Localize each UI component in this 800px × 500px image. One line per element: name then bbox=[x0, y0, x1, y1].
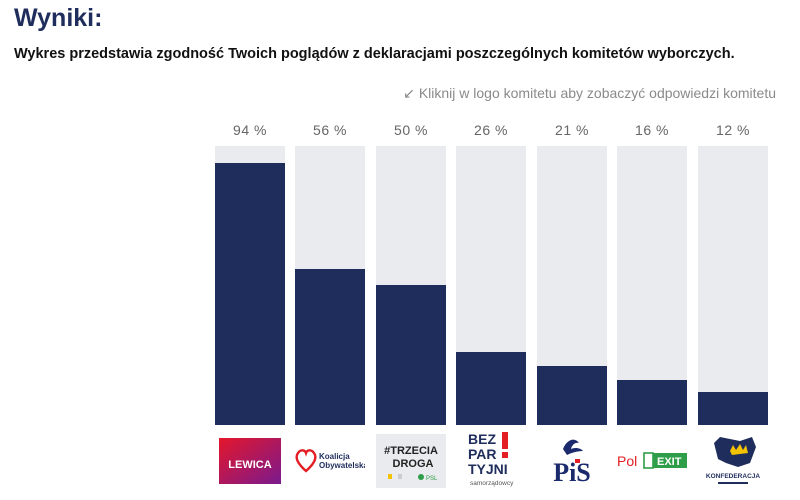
bar-pis bbox=[537, 366, 607, 425]
value-label-td: 50 % bbox=[394, 122, 428, 138]
value-label-polexit: 16 % bbox=[635, 122, 669, 138]
bp-logo-line2: PAR bbox=[468, 446, 497, 462]
value-label-ko: 56 % bbox=[313, 122, 347, 138]
bar-polexit bbox=[617, 380, 687, 425]
bar-bp bbox=[456, 352, 526, 425]
lewica-logo-icon: LEWICA bbox=[219, 438, 281, 484]
chart-description: Wykres przedstawia zgodność Twoich poglą… bbox=[14, 46, 735, 62]
logo-polexit-button[interactable]: Pol EXIT bbox=[617, 430, 687, 492]
lewica-logo-text: LEWICA bbox=[228, 459, 271, 471]
ko-logo-line1: Koalicja bbox=[319, 452, 350, 461]
bar-column-pis: 21 % PiS bbox=[537, 118, 607, 498]
polexit-logo-part2: EXIT bbox=[657, 456, 682, 468]
bar-td bbox=[376, 285, 446, 425]
td-logo-line1: #TRZECIA bbox=[384, 445, 438, 457]
hint-label: Kliknij w logo komitetu aby zobaczyć odp… bbox=[418, 85, 776, 101]
page-title: Wyniki: bbox=[14, 4, 103, 32]
hint-text: ↙ Kliknij w logo komitetu aby zobaczyć od… bbox=[403, 85, 776, 102]
arrow-down-left-icon: ↙ bbox=[403, 85, 415, 101]
bp-logo-line3: TYJNI bbox=[468, 461, 508, 477]
eagle-icon: PiS bbox=[553, 439, 591, 487]
bar-track-lewica bbox=[215, 146, 285, 425]
bar-track-ko bbox=[295, 146, 365, 425]
value-label-bp: 26 % bbox=[474, 122, 508, 138]
logo-konfederacja-button[interactable]: KONFEDERACJA bbox=[698, 430, 768, 492]
logo-bp-button[interactable]: BEZ PAR TYJNI samorządowcy bbox=[456, 430, 526, 492]
td-logo-psl: PSL bbox=[426, 476, 438, 482]
results-chart: 94 % LEWICA 56 % Koalicja Obywatelska 50… bbox=[215, 118, 770, 498]
bar-column-lewica: 94 % LEWICA bbox=[215, 118, 285, 498]
heart-icon: Koalicja Obywatelska bbox=[295, 449, 365, 473]
trzecia-droga-logo-icon: #TRZECIA DROGA PSL bbox=[376, 434, 446, 488]
bar-column-ko: 56 % Koalicja Obywatelska bbox=[295, 118, 365, 498]
bar-lewica bbox=[215, 163, 285, 425]
value-label-lewica: 94 % bbox=[233, 122, 267, 138]
logo-td-button[interactable]: #TRZECIA DROGA PSL bbox=[376, 430, 446, 492]
bp-logo-line4: samorządowcy bbox=[470, 480, 514, 487]
logo-ko-button[interactable]: Koalicja Obywatelska bbox=[295, 430, 365, 492]
bar-track-pis bbox=[537, 146, 607, 425]
bezpartyjni-logo-icon: BEZ PAR TYJNI samorządowcy bbox=[468, 431, 514, 487]
bar-column-konfederacja: 12 % KONFEDERACJA bbox=[698, 118, 768, 498]
logo-lewica-button[interactable]: LEWICA bbox=[215, 430, 285, 492]
value-label-konfederacja: 12 % bbox=[716, 122, 750, 138]
konf-logo-text: KONFEDERACJA bbox=[706, 473, 760, 480]
bar-column-polexit: 16 % Pol EXIT bbox=[617, 118, 687, 498]
bar-konfederacja bbox=[698, 392, 768, 425]
bar-track-td bbox=[376, 146, 446, 425]
bar-ko bbox=[295, 269, 365, 425]
bar-track-konfederacja bbox=[698, 146, 768, 425]
bar-column-bp: 26 % BEZ PAR TYJNI samorządowcy bbox=[456, 118, 526, 498]
polexit-logo-part1: Pol bbox=[617, 453, 637, 469]
bar-column-td: 50 % #TRZECIA DROGA PSL bbox=[376, 118, 446, 498]
value-label-pis: 21 % bbox=[555, 122, 589, 138]
polexit-logo-icon: Pol EXIT bbox=[617, 452, 687, 469]
logo-pis-button[interactable]: PiS bbox=[537, 430, 607, 492]
bar-track-polexit bbox=[617, 146, 687, 425]
bar-track-bp bbox=[456, 146, 526, 425]
pis-logo-text: PiS bbox=[553, 458, 591, 487]
ko-logo-line2: Obywatelska bbox=[319, 461, 365, 470]
crown-icon: KONFEDERACJA bbox=[706, 437, 760, 484]
bp-logo-line1: BEZ bbox=[468, 431, 496, 447]
td-logo-line2: DROGA bbox=[393, 458, 434, 470]
